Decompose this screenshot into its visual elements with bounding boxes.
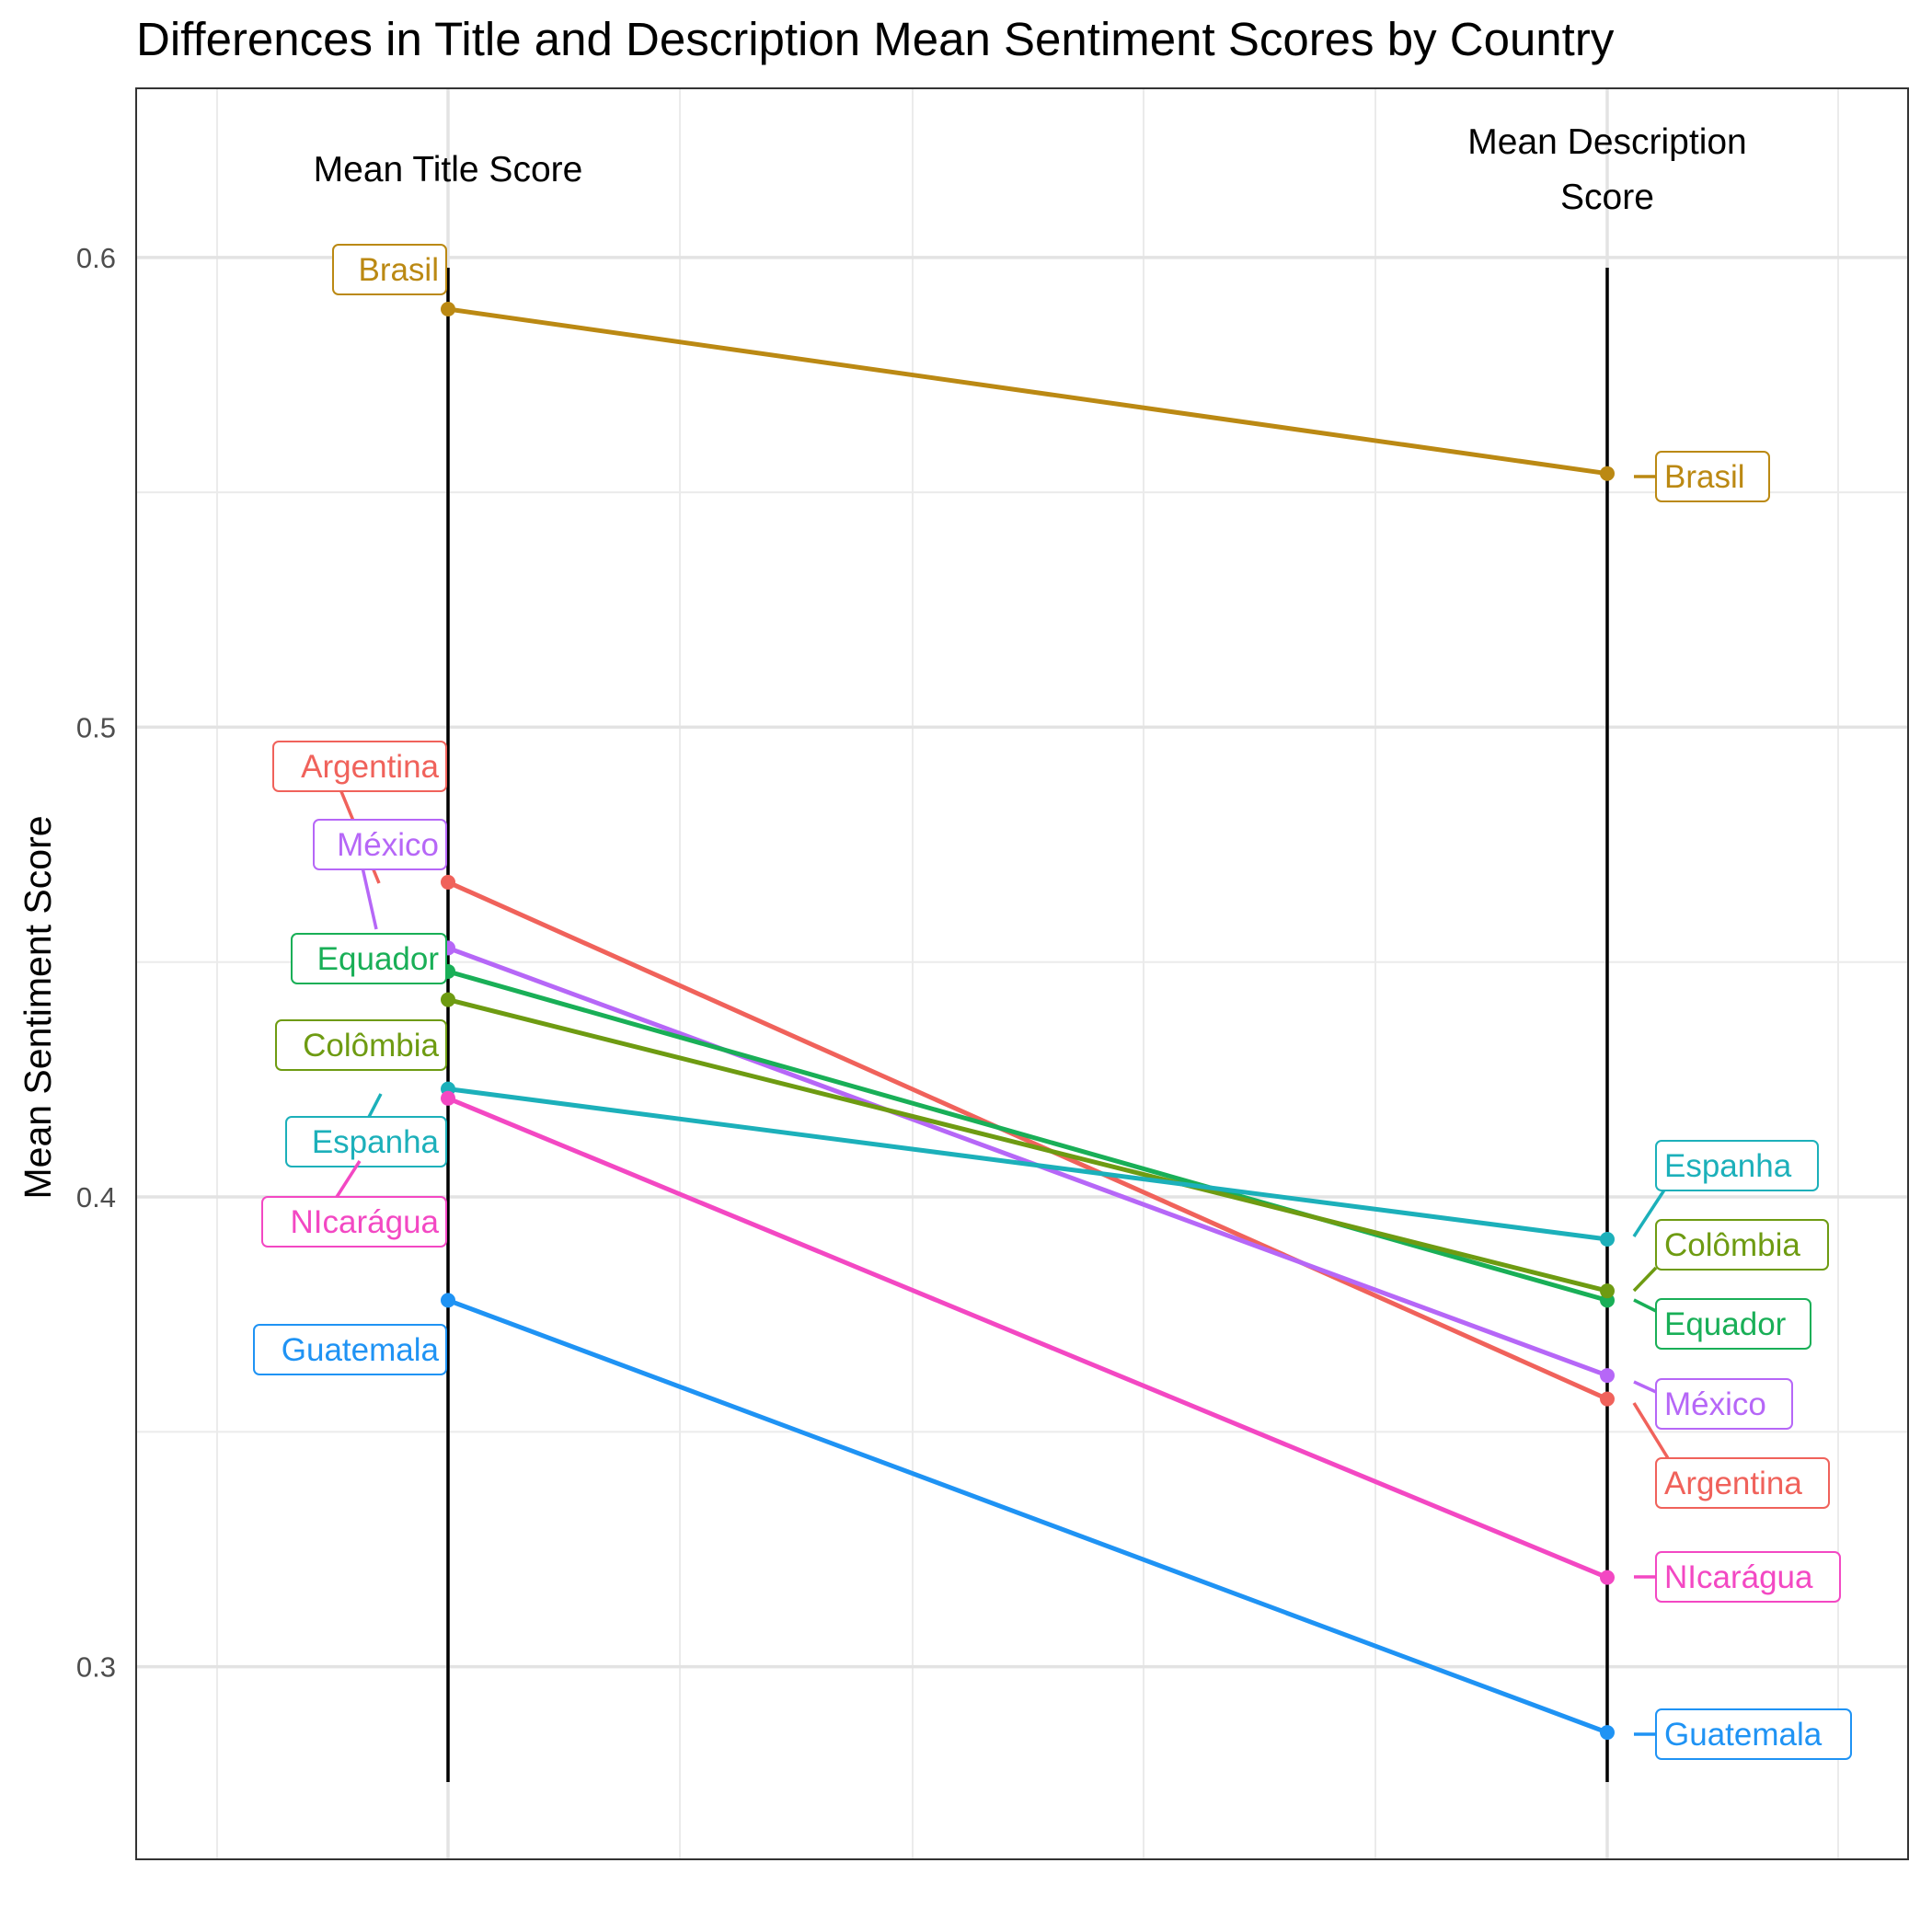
series-labels: Brasil Brasil Argentina Argentina México Méxi…	[253, 244, 1852, 1760]
label-leader	[1632, 1402, 1670, 1459]
label-box	[1655, 1378, 1793, 1430]
label-right-argentina: Argentina	[1632, 1402, 1830, 1509]
series-line-argentina	[445, 880, 1610, 1402]
point-description-colombia	[1600, 1283, 1615, 1299]
point-title-guatemala	[441, 1293, 455, 1308]
label-left-argentina: Argentina	[272, 741, 447, 884]
label-text: México	[1664, 1386, 1766, 1422]
x-axis-headers: Mean Title Score Mean Description Score	[314, 122, 1747, 217]
label-right-mexico: México	[1633, 1378, 1793, 1430]
series-line-guatemala	[445, 1297, 1610, 1735]
label-left-colombia: Colômbia	[275, 1019, 447, 1071]
label-right-equador: Equador	[1633, 1298, 1811, 1350]
label-text: Espanha	[312, 1124, 440, 1160]
label-box	[291, 933, 447, 984]
label-left-mexico: México	[313, 819, 447, 930]
point-title-colombia	[441, 992, 455, 1007]
label-left-equador: Equador	[291, 933, 447, 984]
point-description-guatemala	[1600, 1725, 1615, 1741]
y-tick-label: 0.4	[76, 1181, 116, 1213]
label-text: Equador	[317, 941, 440, 977]
description-score-header: Mean Description Score	[1467, 122, 1746, 217]
series-line-mexico	[445, 945, 1610, 1378]
label-box	[1655, 1298, 1811, 1350]
label-box	[261, 1196, 447, 1248]
label-leader	[1632, 1188, 1667, 1237]
label-text: Espanha	[1664, 1148, 1792, 1184]
label-leader	[1633, 1298, 1657, 1313]
label-left-brasil: Brasil	[332, 244, 447, 295]
label-left-espanha: Espanha	[285, 1093, 447, 1167]
point-description-mexico	[1600, 1368, 1615, 1384]
label-leader	[335, 1160, 362, 1198]
label-box	[1655, 1140, 1819, 1191]
label-text: NIcarágua	[291, 1204, 440, 1240]
label-box	[1655, 1708, 1852, 1760]
point-description-brasil	[1600, 466, 1615, 481]
label-left-nicaragua: NIcarágua	[261, 1160, 447, 1248]
label-right-nicaragua: NIcarágua	[1634, 1551, 1841, 1603]
grid	[136, 88, 1908, 1859]
label-box	[313, 819, 447, 870]
label-text: Argentina	[301, 749, 439, 785]
chart-title: Differences in Title and Description Mea…	[136, 13, 1615, 65]
label-box	[275, 1019, 447, 1071]
series-line-colombia	[445, 997, 1610, 1294]
point-description-espanha	[1600, 1231, 1615, 1247]
series-line-nicaragua	[445, 1096, 1610, 1581]
label-text: Argentina	[1664, 1466, 1802, 1501]
point-description-argentina	[1600, 1391, 1615, 1407]
series-lines	[441, 268, 1615, 1782]
y-tick-label: 0.6	[76, 242, 116, 274]
series-line-equador	[445, 969, 1610, 1303]
label-text: Brasil	[1664, 459, 1745, 495]
point-title-brasil	[441, 301, 455, 316]
label-box	[253, 1324, 447, 1375]
y-axis-label: Mean Sentiment Score	[17, 815, 59, 1199]
label-box	[285, 1116, 447, 1167]
label-box	[1655, 1551, 1841, 1603]
point-title-argentina	[441, 874, 455, 890]
label-box	[332, 244, 447, 295]
y-tick-label: 0.3	[76, 1651, 116, 1684]
label-text: NIcarágua	[1664, 1559, 1813, 1595]
label-right-brasil: Brasil	[1634, 451, 1770, 502]
plot-panel-border	[135, 87, 1909, 1860]
label-right-guatemala: Guatemala	[1634, 1708, 1852, 1760]
title-score-header: Mean Title Score	[314, 150, 583, 190]
label-leader	[361, 867, 378, 930]
label-right-espanha: Espanha	[1632, 1140, 1819, 1237]
label-text: Equador	[1664, 1306, 1787, 1342]
y-tick-label: 0.5	[76, 711, 116, 743]
label-box	[1655, 1219, 1829, 1271]
label-left-guatemala: Guatemala	[253, 1324, 447, 1375]
point-description-nicaragua	[1600, 1570, 1615, 1585]
label-text: Colômbia	[1664, 1227, 1800, 1263]
label-right-colombia: Colômbia	[1632, 1219, 1829, 1293]
y-axis: 0.3 0.4 0.5 0.6	[76, 242, 116, 1684]
label-box	[1655, 451, 1770, 502]
point-title-nicaragua	[441, 1090, 455, 1106]
label-text: Brasil	[358, 252, 439, 288]
label-text: Colômbia	[303, 1028, 439, 1064]
series-line-espanha	[445, 1087, 1610, 1242]
label-text: Guatemala	[282, 1332, 440, 1368]
label-leader	[1632, 1266, 1658, 1293]
label-leader	[1633, 1380, 1657, 1394]
series-line-brasil	[445, 306, 1610, 477]
label-box	[1655, 1457, 1830, 1509]
label-box	[272, 741, 447, 792]
label-text: Guatemala	[1664, 1717, 1823, 1753]
label-text: México	[337, 827, 439, 863]
